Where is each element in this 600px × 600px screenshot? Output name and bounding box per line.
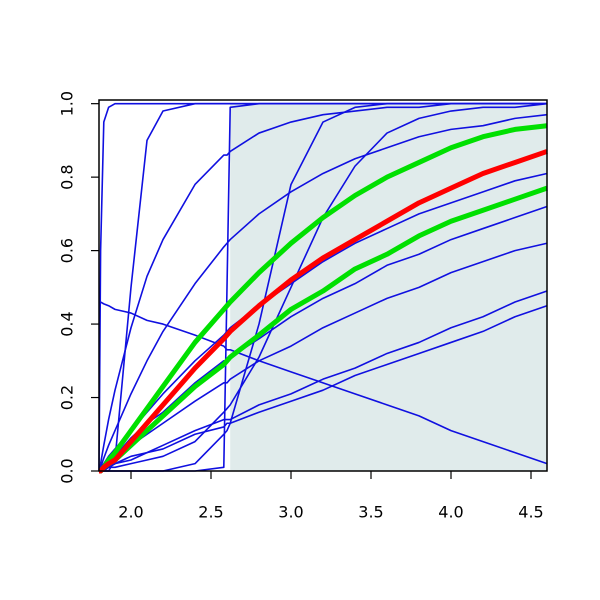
plot-frame [98,99,548,472]
y-tick-label: 0.4 [58,311,77,336]
shaded-region [230,103,547,471]
series-line [99,301,548,465]
x-tick-label: 3.5 [358,503,383,522]
series-line [99,304,548,472]
series-line [98,149,548,474]
series-line [99,102,548,469]
y-tick-label: 0.6 [58,238,77,263]
y-tick-label: 0.8 [58,164,77,189]
series-line [98,113,548,472]
y-tick-label: 0.0 [58,458,77,483]
x-tick-label: 3.0 [278,503,303,522]
series-line [98,123,548,474]
series-line [98,102,547,472]
y-tick-label: 0.2 [58,385,77,410]
x-tick-label: 4.5 [518,503,543,522]
x-tick-label: 2.0 [118,503,143,522]
y-tick-label: 1.0 [58,91,77,116]
x-tick-label: 2.5 [198,503,223,522]
x-tick-label: 4.0 [438,503,463,522]
